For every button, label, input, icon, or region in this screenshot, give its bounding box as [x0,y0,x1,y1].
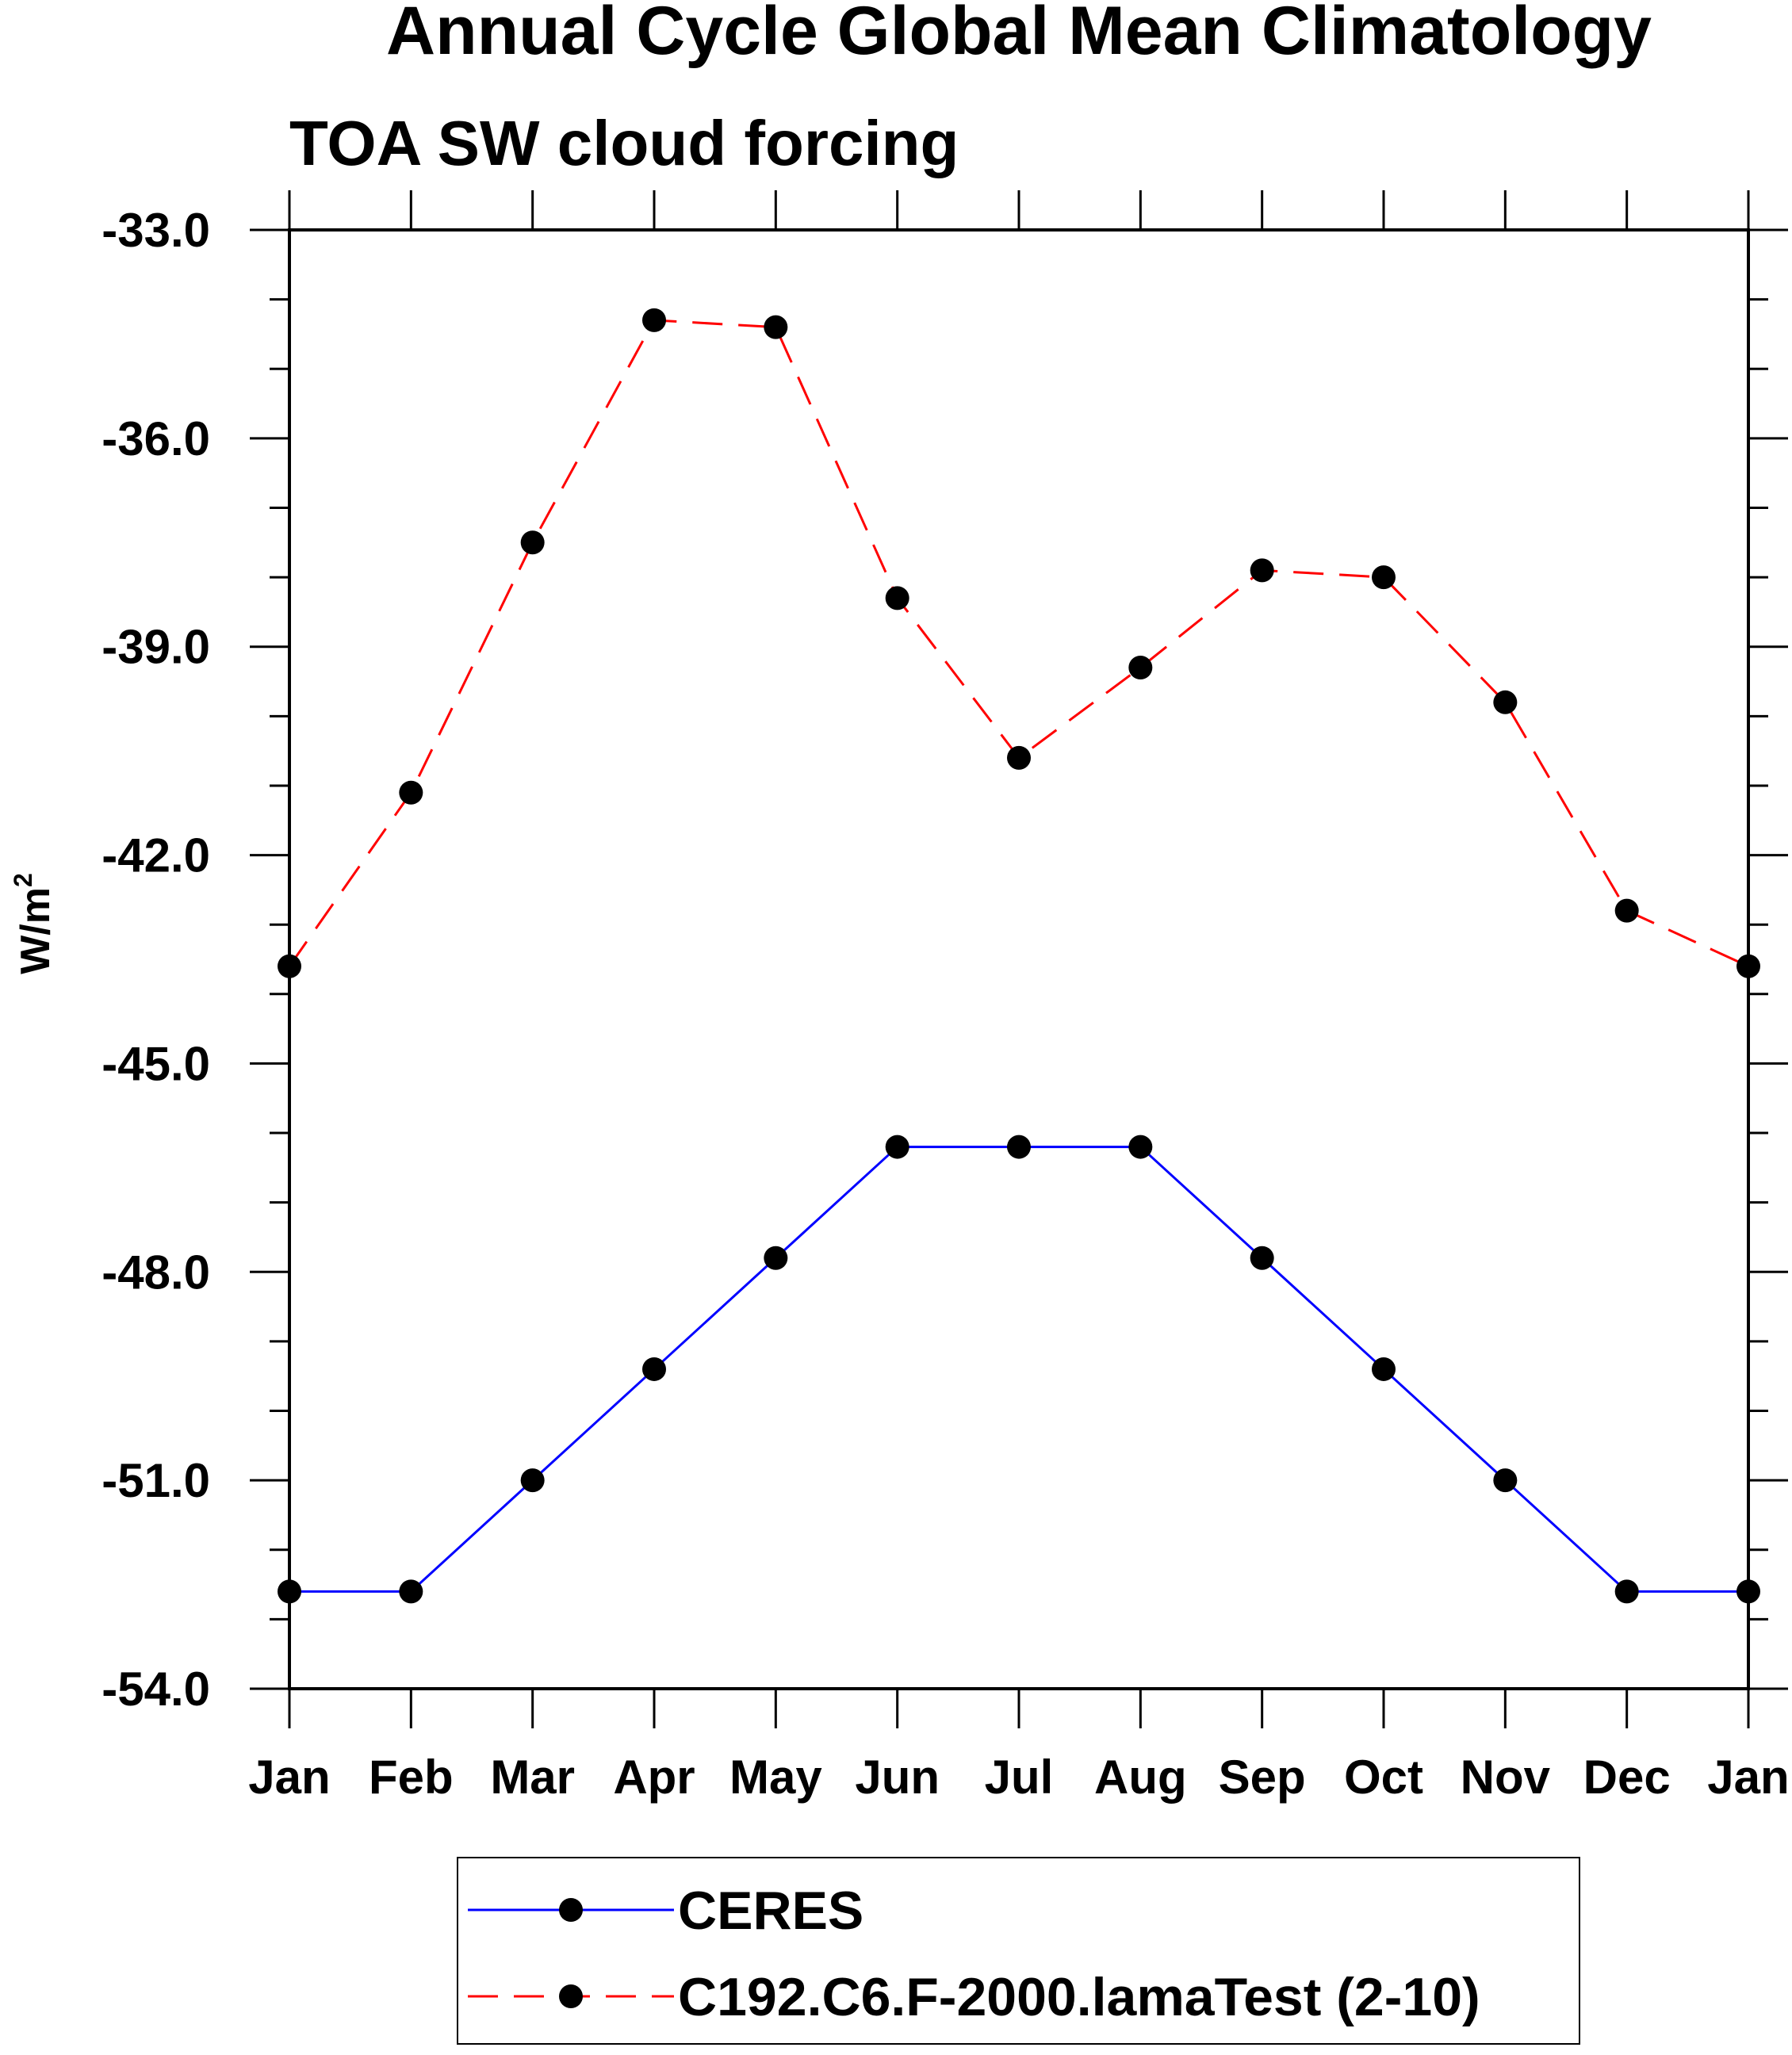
legend-marker-ceres [559,1898,583,1922]
legend-box [457,1857,1580,2045]
y-tick-label: -33.0 [101,204,210,257]
series-1-point [1250,558,1274,583]
chart-title: Annual Cycle Global Mean Climatology [386,0,1652,69]
series-line-1 [288,319,1749,968]
series-1-point [764,315,788,339]
series-1-point [399,780,423,805]
x-tick-label: Aug [1094,1751,1187,1804]
series-1-point [1128,656,1153,679]
x-tick-label: Feb [369,1751,454,1804]
legend-label-model: C192.C6.F-2000.lamaTest (2-10) [678,1967,1480,2027]
x-tick-label: Jul [985,1751,1054,1804]
y-tick-label: -39.0 [101,621,210,674]
series-1-point [1493,690,1518,714]
plot-frame [288,228,1750,1690]
series-0-point [885,1135,909,1159]
x-tick-label: Apr [613,1751,695,1804]
series-1-point [885,586,909,610]
series-line-0 [289,1146,1748,1593]
legend-label-ceres: CERES [678,1881,863,1941]
y-tick-label: -36.0 [101,412,210,465]
series-0-point [520,1468,545,1493]
series-0-point [1614,1579,1639,1604]
axis-ticks: Jan Feb Mar Apr May Jun Jul Aug Sep Oct Nov Dec Jan-… [101,190,1790,1804]
x-tick-label: Dec [1583,1751,1671,1804]
series-1-point [1372,565,1396,590]
series-1-point [1007,745,1031,770]
y-axis-label-superscript: 2 [9,873,37,887]
chart-subtitle: TOA SW cloud forcing [289,108,959,178]
series-0-point [642,1357,666,1381]
y-axis-label-text: W/m [13,887,59,974]
svg-text:W/m2: W/m2 [9,873,59,974]
series-0-point [1372,1357,1396,1381]
x-tick-label: Nov [1461,1751,1551,1804]
series-1-point [1614,898,1639,923]
x-tick-label: Jan [1707,1751,1789,1804]
x-tick-label: Sep [1219,1751,1306,1804]
series-0-point [1493,1468,1518,1493]
y-axis-label: W/m2 [9,873,59,974]
series-0-point [1250,1246,1274,1270]
y-tick-label: -51.0 [101,1454,210,1507]
legend-marker-model [559,1984,583,2008]
series-1-point [520,530,545,555]
y-tick-label: -48.0 [101,1246,210,1299]
series-0-point [1007,1135,1031,1159]
legend: CERES C192.C6.F-2000.lamaTest (2-10) [457,1857,1580,2045]
plot-series [278,308,1760,1604]
series-0-point [764,1246,788,1270]
y-tick-label: -45.0 [101,1037,210,1090]
series-0-point [399,1579,423,1604]
series-0-point [1128,1135,1153,1159]
x-tick-label: Oct [1344,1751,1423,1804]
x-tick-label: Jan [248,1751,330,1804]
x-tick-label: Mar [490,1751,575,1804]
x-tick-label: May [729,1751,822,1804]
series-1-point [642,308,666,332]
y-tick-label: -42.0 [101,829,210,882]
x-tick-label: Jun [855,1751,940,1804]
y-tick-label: -54.0 [101,1663,210,1716]
